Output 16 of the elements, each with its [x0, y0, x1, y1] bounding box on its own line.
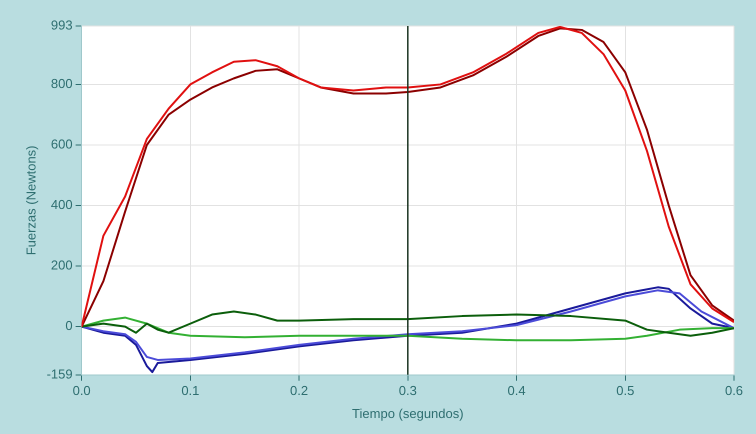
y-tick-label: 993 — [50, 18, 73, 33]
x-tick-label: 0.5 — [616, 383, 634, 398]
y-tick-label: 0 — [65, 318, 73, 334]
x-axis-title: Tiempo (segundos) — [352, 406, 464, 421]
y-tick-label: 200 — [50, 258, 73, 273]
x-tick-label: 0.0 — [72, 383, 91, 398]
y-tick-label: -159 — [46, 366, 73, 382]
x-tick-label: 0.1 — [181, 383, 200, 398]
x-tick-label: 0.4 — [508, 383, 526, 398]
y-tick-label: 600 — [50, 136, 73, 152]
y-tick-label: 400 — [50, 197, 73, 212]
x-tick-label: 0.2 — [290, 383, 308, 398]
x-tick-label: 0.6 — [724, 383, 744, 398]
y-axis-title: Fuerzas (Newtons) — [23, 145, 38, 256]
y-tick-label: 800 — [50, 76, 73, 92]
x-tick-label: 0.3 — [398, 383, 417, 398]
